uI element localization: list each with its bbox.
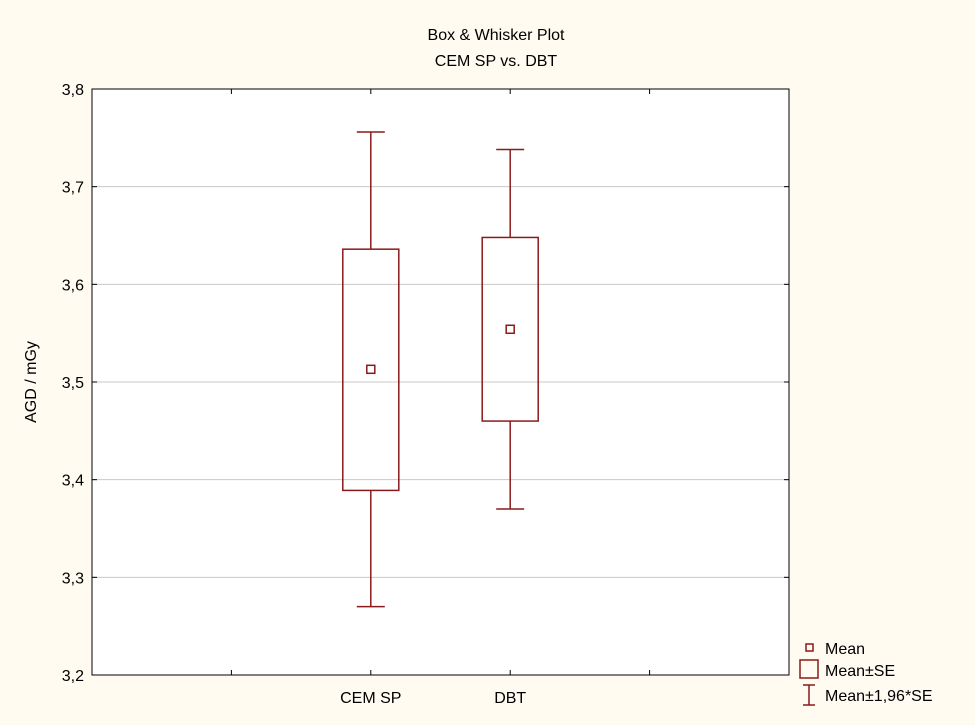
y-axis-ticks: 3,2 3,3 3,4 3,5 3,6 3,7 3,8 [62,82,789,685]
se-box [342,248,400,492]
legend-label: Mean±1,96*SE [825,688,933,705]
y-tick-label: 3,3 [62,570,84,587]
y-tick-label: 3,7 [62,180,84,197]
legend-box-symbol [799,659,819,679]
mean-marker [366,364,376,375]
y-tick-label: 3,5 [62,375,84,392]
legend: Mean Mean±SE Mean±1,96*SE [799,641,933,706]
chart-title: Box & Whisker Plot [428,27,565,44]
plot-frame [91,88,790,676]
legend-mean-symbol [805,643,814,652]
legend-label: Mean±SE [825,663,895,680]
legend-label: Mean [825,641,865,658]
x-tick-label: DBT [494,690,526,707]
y-tick-label: 3,8 [62,82,84,99]
x-tick-label: CEM SP [340,690,401,707]
mean-marker [505,324,515,335]
x-axis-ticks: CEM SP DBT [230,89,651,707]
grid-lines [92,186,789,578]
y-tick-label: 3,2 [62,668,84,685]
y-axis-label: AGD / mGy [23,341,40,423]
y-tick-label: 3,6 [62,277,84,294]
data-series [342,131,539,608]
box-group [481,148,539,510]
chart-subtitle: CEM SP vs. DBT [435,53,558,70]
se-box [481,236,539,422]
box-group [342,131,400,608]
y-tick-label: 3,4 [62,473,84,490]
